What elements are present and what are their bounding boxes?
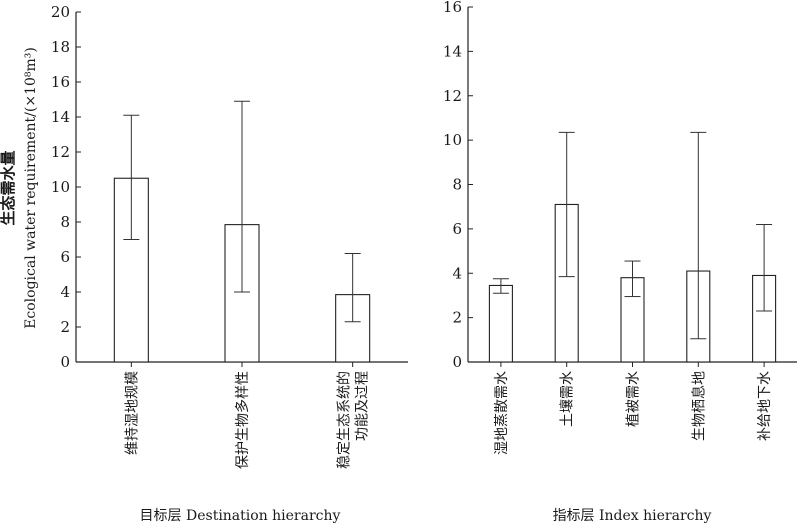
category-label: 功能及过程 xyxy=(355,371,371,441)
y-tick-label: 2 xyxy=(60,318,70,336)
y-axis-title-english: Ecological water requirement/(×10⁸m³) xyxy=(23,47,39,329)
y-tick-label: 14 xyxy=(443,42,462,60)
category-label: 保护生物多样性 xyxy=(234,371,251,469)
category-label: 稳定生态系统的 xyxy=(337,371,353,469)
x-axis-title-destination: 目标层 Destination hierarchy xyxy=(140,508,341,524)
y-tick-label: 12 xyxy=(443,87,462,105)
y-tick-label: 14 xyxy=(51,108,70,126)
y-tick-label: 10 xyxy=(51,178,70,196)
y-tick-label: 6 xyxy=(452,220,462,238)
category-label: 植被需水 xyxy=(626,371,642,427)
y-tick-label: 4 xyxy=(452,264,462,282)
panel-index-hierarchy: 0 2 4 6 8 10 12 14 16 湿地蒸散需水 土壤需水 植被需水 生物栖息地 补给地下水 xyxy=(443,0,797,455)
y-tick-label: 4 xyxy=(60,283,70,301)
panel-destination-hierarchy: 0 2 4 6 8 10 12 14 16 18 20 维持湿地规模 保护生物多样性 稳定生态系统的 功能及… xyxy=(51,3,408,469)
y-tick-label: 6 xyxy=(60,248,70,266)
y-tick-label: 16 xyxy=(443,0,462,16)
bar xyxy=(488,284,513,363)
y-tick-label: 0 xyxy=(452,353,462,371)
x-axis-title-index: 指标层 Index hierarchy xyxy=(553,508,712,524)
category-label: 维持湿地规模 xyxy=(124,371,140,455)
y-tick-label: 12 xyxy=(51,143,70,161)
y-tick-label: 18 xyxy=(51,38,70,56)
y-tick-label: 20 xyxy=(51,3,70,21)
category-label: 湿地蒸散需水 xyxy=(494,371,510,455)
category-label: 土壤需水 xyxy=(559,371,576,427)
category-label: 生物栖息地 xyxy=(690,371,707,441)
y-tick-label: 2 xyxy=(452,309,462,327)
bar xyxy=(113,177,149,363)
y-tick-label: 10 xyxy=(443,131,462,149)
bar xyxy=(224,224,260,363)
y-tick-label: 8 xyxy=(60,213,70,231)
y-tick-label: 8 xyxy=(452,176,462,194)
y-tick-label: 0 xyxy=(60,353,70,371)
category-label: 补给地下水 xyxy=(757,371,773,441)
y-tick-label: 16 xyxy=(51,73,70,91)
y-axis-title-chinese: 生态需水量 xyxy=(0,150,17,225)
